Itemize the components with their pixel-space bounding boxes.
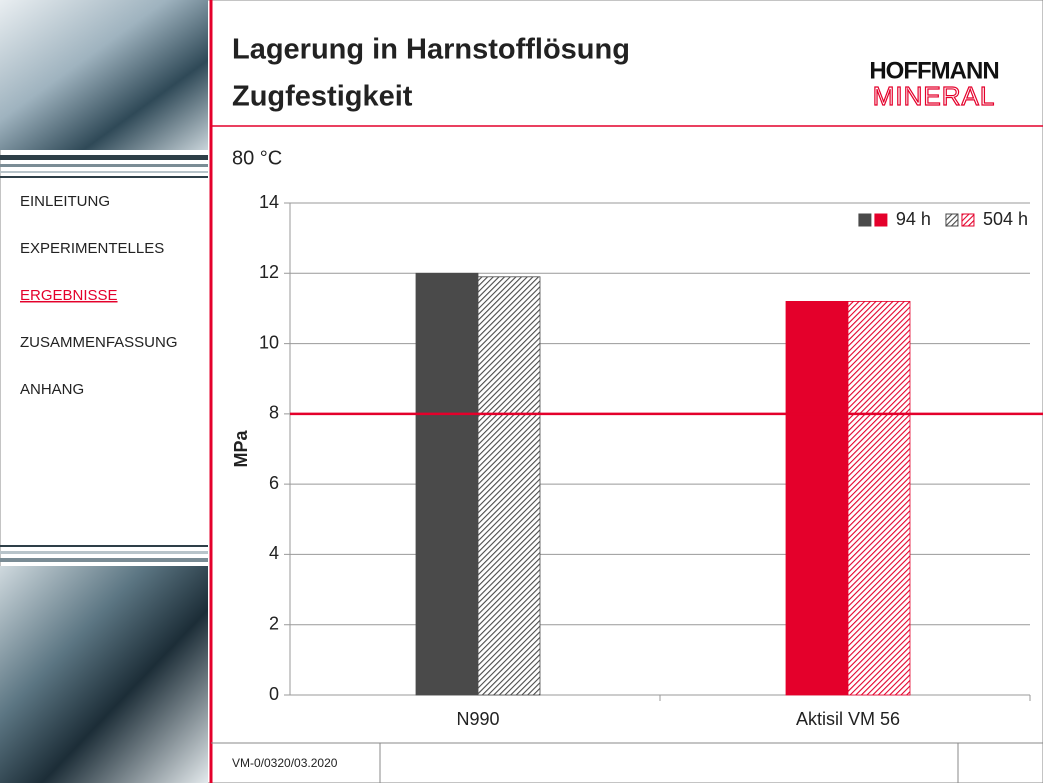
slide: Lagerung in Harnstofflösung Zugfestigkei… [0,0,1043,783]
legend-label: 94 h [896,209,931,229]
nav-link[interactable]: EINLEITUNG [20,193,110,210]
nav-link[interactable]: ANHANG [20,381,84,398]
y-tick-label: 12 [259,262,279,282]
legend-label: 504 h [983,209,1028,229]
legend-swatch [962,214,974,226]
y-tick-label: 0 [269,684,279,704]
y-tick-label: 10 [259,332,279,352]
sidebar-image-bottom [0,566,208,783]
legend-swatch [946,214,958,226]
x-tick-label: N990 [456,709,499,729]
chart-subtitle: 80 °C [232,147,282,169]
nav-link[interactable]: ERGEBNISSE [20,287,118,304]
bar [416,273,478,695]
title-line: Lagerung in Harnstofflösung [232,34,630,66]
y-tick-label: 14 [259,192,279,212]
legend-swatch [859,214,871,226]
sidebar-image-top [0,0,208,150]
y-tick-label: 2 [269,613,279,633]
x-tick-label: Aktisil VM 56 [796,709,900,729]
bar [478,277,540,695]
footer-code: VM-0/0320/03.2020 [232,756,338,770]
nav-link[interactable]: EXPERIMENTELLES [20,240,164,257]
logo-bottom: MINERAL [873,81,996,111]
bar [848,301,910,695]
legend-swatch [875,214,887,226]
title-line: Zugfestigkeit [232,81,413,113]
y-axis-label: MPa [231,430,251,468]
bar [786,301,848,695]
y-tick-label: 4 [269,543,279,563]
y-tick-label: 6 [269,473,279,493]
y-tick-label: 8 [269,403,279,423]
nav-link[interactable]: ZUSAMMENFASSUNG [20,334,178,351]
